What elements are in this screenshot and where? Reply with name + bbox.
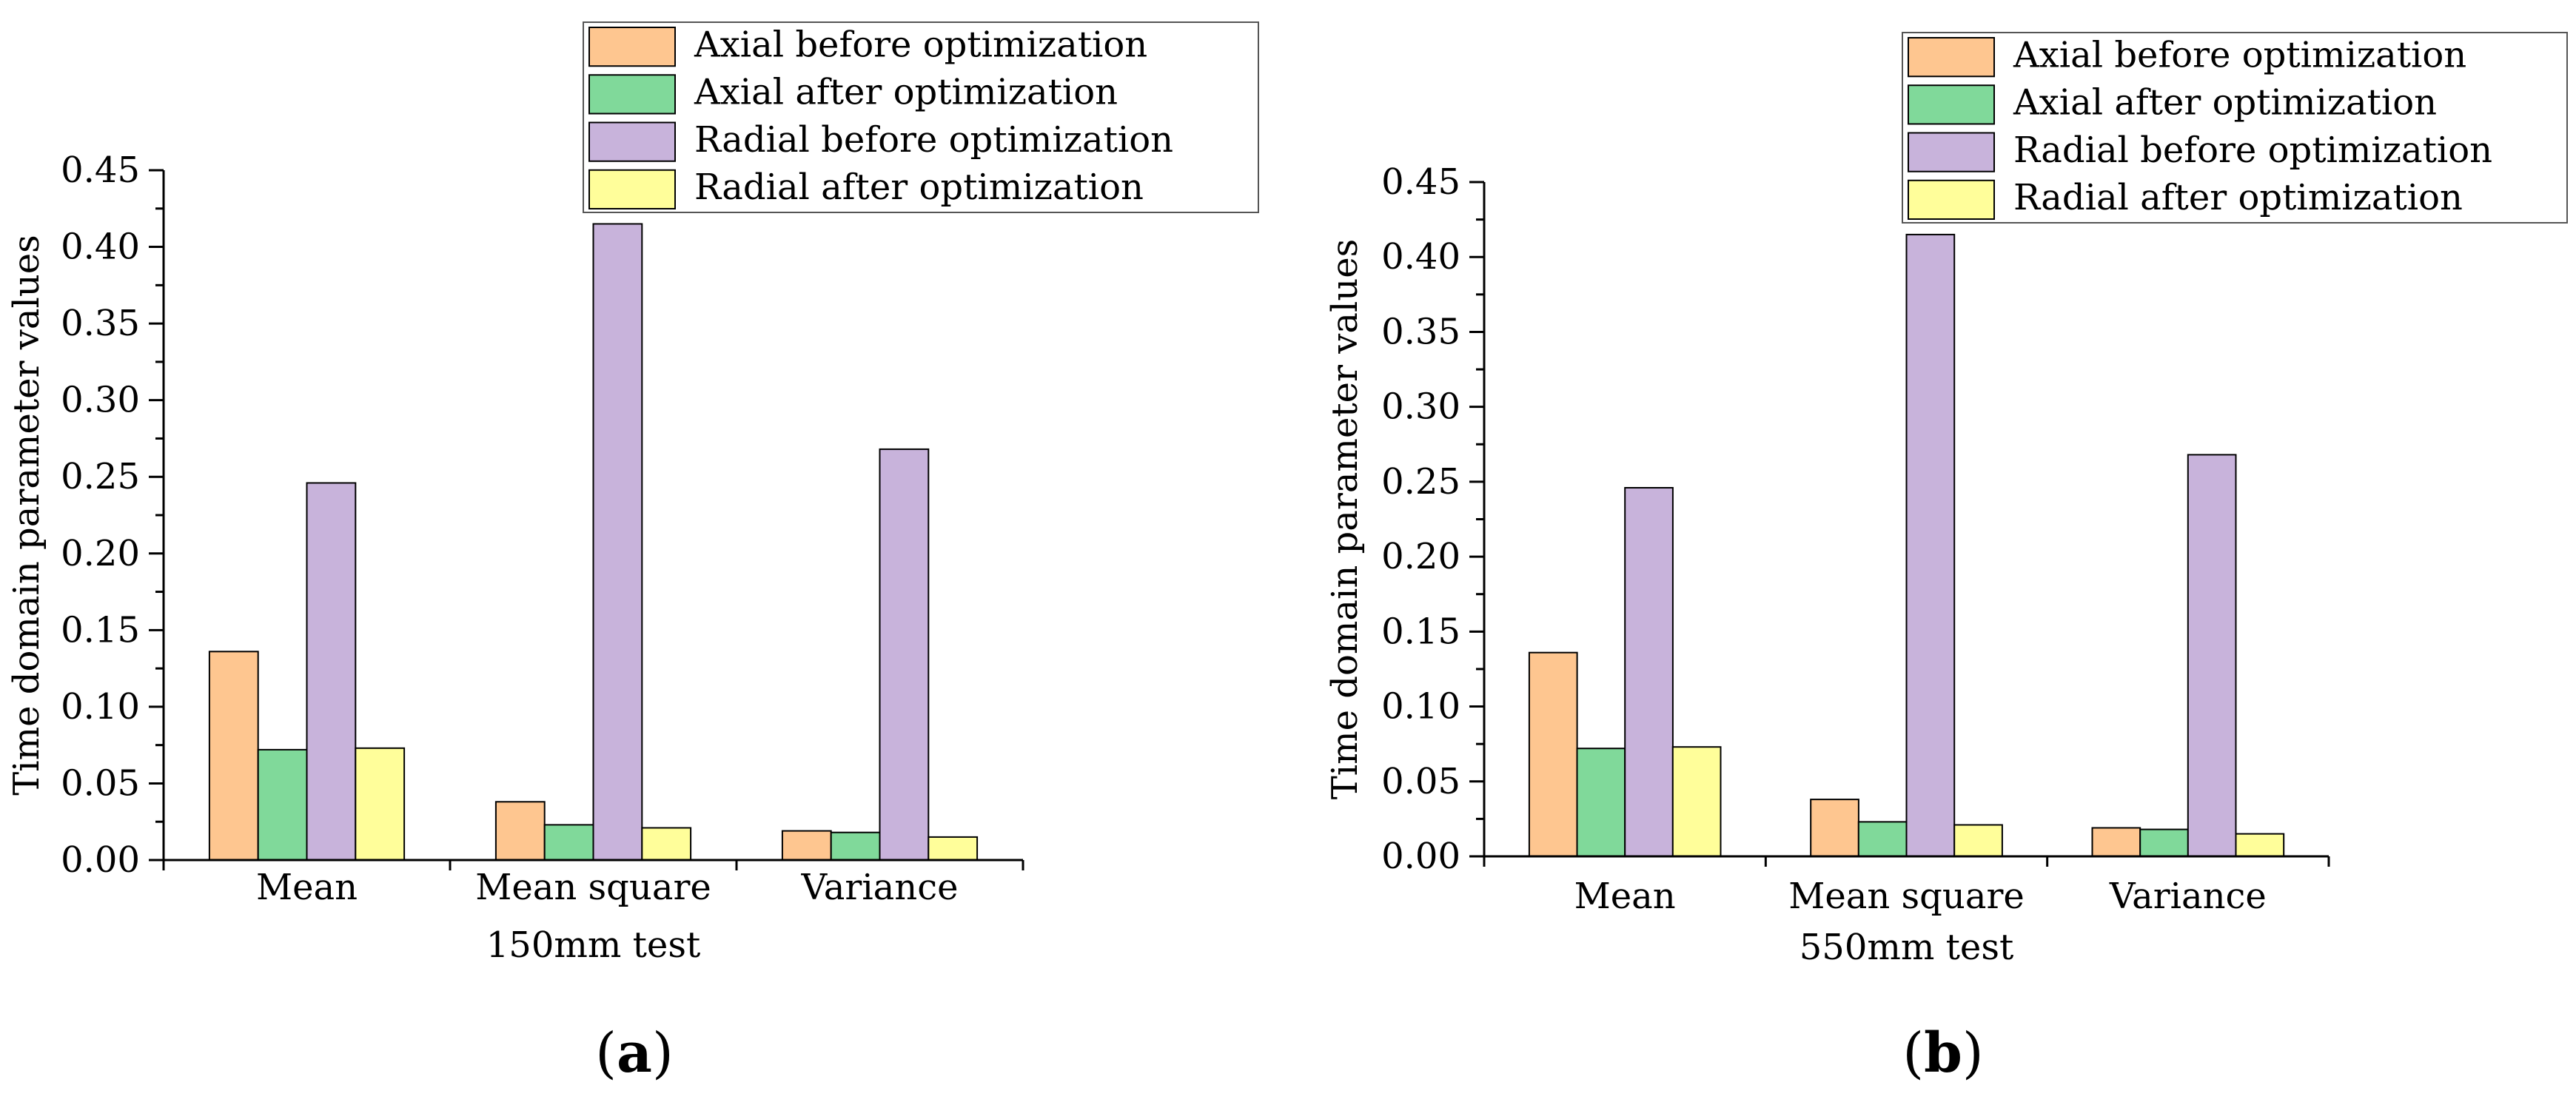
c1-x-tick-label-0: Mean xyxy=(1574,876,1676,917)
c1-y-tick-label-6: 0.30 xyxy=(1381,386,1460,428)
c1-bar-s3-0 xyxy=(1671,746,1722,858)
panel-label-a: (a) xyxy=(595,1021,674,1085)
c0-bar-s0-1 xyxy=(494,801,546,862)
c0-x-tick-label-1: Mean square xyxy=(475,867,711,908)
c0-bar-s3-1 xyxy=(641,827,692,861)
c0-bar-s3-0 xyxy=(355,747,406,861)
c0-y-tick-label-1: 0.05 xyxy=(61,762,140,804)
c1-legend-label-1: Axial after optimization xyxy=(2013,82,2437,124)
c1-legend-label-2: Radial before optimization xyxy=(2013,130,2492,171)
c1-legend-swatch-2 xyxy=(1908,132,1995,172)
chart-panel-a: 0.00 0.05 0.10 0.15 0.20 0.25 0.30 0.35 0.40 0.45… xyxy=(6,21,1259,966)
c0-y-axis-title: Time domain parameter values xyxy=(6,235,47,796)
panel-label-a-letter: a xyxy=(617,1021,652,1085)
c0-legend-swatch-0 xyxy=(588,27,676,67)
c0-bar-s0-2 xyxy=(781,830,832,861)
c1-bar-s1-2 xyxy=(2139,828,2189,857)
c0-y-tick-label-8: 0.40 xyxy=(61,226,140,268)
c1-x-tick-label-1: Mean square xyxy=(1788,876,2025,917)
c1-x-tick-label-2: Variance xyxy=(2109,876,2267,917)
c1-legend-label-0: Axial before optimization xyxy=(2013,34,2466,75)
c0-x-tick-label-0: Mean xyxy=(256,867,358,908)
c1-y-axis-title: Time domain parameter values xyxy=(1324,239,1366,800)
c1-x-axis-title: 550mm test xyxy=(1799,927,2014,968)
c0-bar-s1-0 xyxy=(257,748,308,862)
c1-bar-s1-1 xyxy=(1857,821,1908,858)
c0-x-axis-title: 150mm test xyxy=(486,924,701,966)
c0-y-tick-label-0: 0.00 xyxy=(61,839,140,881)
c0-bar-s0-0 xyxy=(208,651,259,861)
c1-bar-s2-0 xyxy=(1624,487,1674,857)
c1-y-tick-label-8: 0.40 xyxy=(1381,236,1460,278)
panel-label-a-close: ) xyxy=(652,1021,674,1085)
c0-legend-box xyxy=(583,21,1259,213)
c0-legend-swatch-1 xyxy=(588,74,676,115)
panel-label-b-letter: b xyxy=(1924,1021,1962,1085)
c1-y-tick-label-2: 0.10 xyxy=(1381,686,1460,728)
panel-label-b-open: ( xyxy=(1902,1021,1924,1085)
c1-legend-swatch-1 xyxy=(1908,84,1995,125)
c1-y-tick-label-3: 0.15 xyxy=(1381,611,1460,652)
c1-bar-s0-0 xyxy=(1528,651,1578,857)
c1-legend-swatch-0 xyxy=(1908,37,1995,78)
c0-legend-label-3: Radial after optimization xyxy=(694,167,1144,208)
c0-y-tick-label-2: 0.10 xyxy=(61,686,140,728)
c1-bar-s0-2 xyxy=(2091,827,2141,857)
c0-y-tick-label-6: 0.30 xyxy=(61,380,140,421)
c0-legend-label-0: Axial before optimization xyxy=(694,24,1147,65)
c1-bar-s2-1 xyxy=(1905,233,1956,857)
c0-x-tick-label-2: Variance xyxy=(801,867,959,908)
panel-label-a-open: ( xyxy=(595,1021,617,1085)
c0-y-tick-label-3: 0.15 xyxy=(61,609,140,651)
c1-bar-s3-1 xyxy=(1953,824,2003,857)
c0-y-tick-label-7: 0.35 xyxy=(61,303,140,344)
c0-y-tick-label-5: 0.25 xyxy=(61,456,140,497)
c1-legend-label-3: Radial after optimization xyxy=(2013,177,2463,218)
c1-legend-swatch-3 xyxy=(1908,179,1995,220)
c0-y-tick-label-9: 0.45 xyxy=(61,150,140,191)
chart-panel-b: 0.00 0.05 0.10 0.15 0.20 0.25 0.30 0.35 0.40 0.45… xyxy=(1324,32,2568,968)
c1-y-tick-label-7: 0.35 xyxy=(1381,311,1460,352)
c1-y-tick-label-4: 0.20 xyxy=(1381,536,1460,577)
c0-legend-swatch-2 xyxy=(588,121,676,162)
c1-y-tick-label-1: 0.05 xyxy=(1381,761,1460,802)
panel-label-b: (b) xyxy=(1902,1021,1984,1085)
c0-bar-s3-2 xyxy=(928,836,979,862)
c1-y-tick-label-9: 0.45 xyxy=(1381,161,1460,203)
c1-y-tick-label-0: 0.00 xyxy=(1381,836,1460,877)
c0-legend-swatch-3 xyxy=(588,169,676,209)
panel-label-b-close: ) xyxy=(1962,1021,1984,1085)
c0-bar-s1-2 xyxy=(830,831,881,861)
c1-y-tick-label-5: 0.25 xyxy=(1381,461,1460,503)
c0-bar-s2-1 xyxy=(592,223,643,861)
c0-bar-s2-0 xyxy=(306,482,357,861)
c0-y-tick-label-4: 0.20 xyxy=(61,533,140,574)
c1-legend-box xyxy=(1902,32,2568,224)
c0-legend-label-1: Axial after optimization xyxy=(694,72,1118,113)
c0-bar-s1-1 xyxy=(543,824,594,862)
c0-bar-s2-2 xyxy=(879,448,930,861)
c1-bar-s3-2 xyxy=(2235,833,2285,857)
c0-legend-label-2: Radial before optimization xyxy=(694,119,1173,161)
c1-bar-s1-0 xyxy=(1576,748,1626,858)
c1-bar-s0-1 xyxy=(1810,799,1859,857)
c1-bar-s2-2 xyxy=(2187,454,2237,857)
